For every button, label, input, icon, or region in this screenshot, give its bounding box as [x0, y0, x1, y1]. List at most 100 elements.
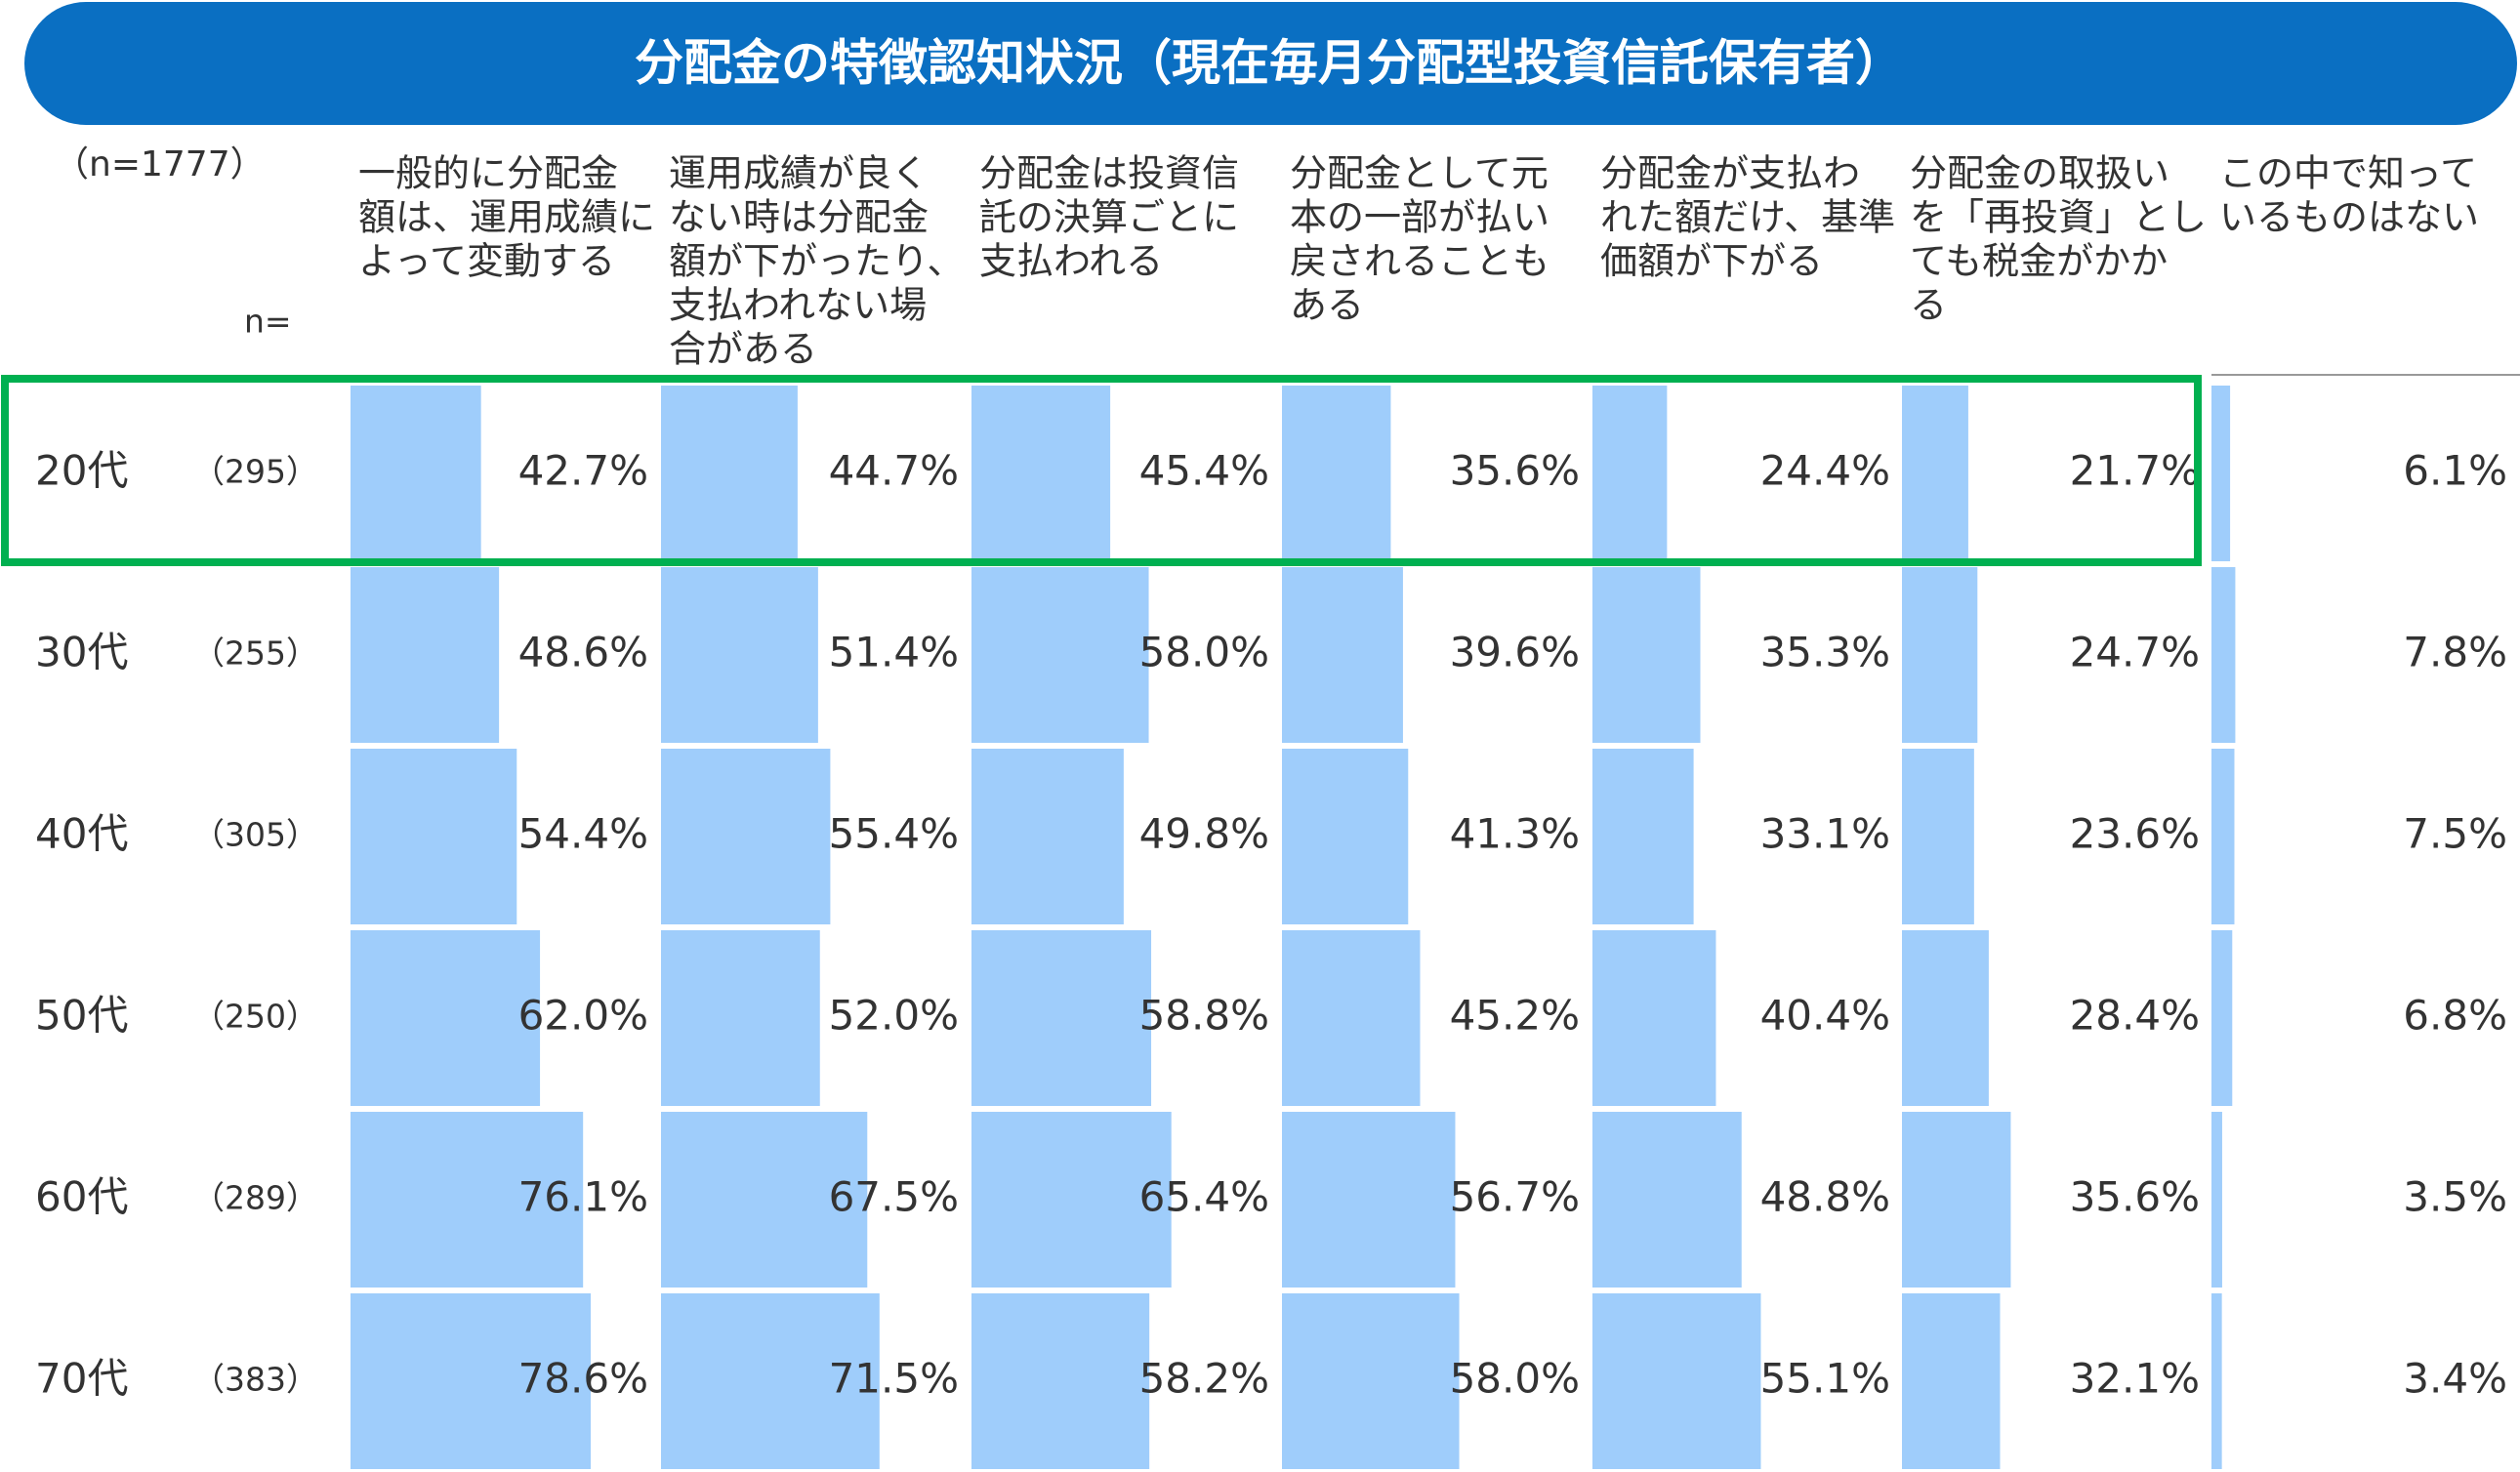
bar: [1902, 567, 1978, 743]
bar: [971, 1293, 1150, 1469]
bar: [1592, 386, 1668, 561]
value-label: 55.1%: [1760, 1355, 1890, 1403]
bar: [1592, 567, 1701, 743]
value-label: 51.4%: [829, 629, 959, 676]
bar: [971, 749, 1124, 924]
column-header: ある: [1290, 284, 1364, 327]
column-header: この中で知って: [2219, 152, 2477, 195]
value-label: 48.6%: [518, 629, 648, 676]
column-header: 支払われる: [979, 240, 1163, 283]
bar: [1282, 749, 1409, 924]
row-n: （255）: [192, 634, 318, 673]
value-label: 6.1%: [2403, 447, 2507, 495]
value-label: 52.0%: [829, 992, 959, 1040]
bar: [1902, 1293, 2001, 1469]
column-header: を「再投資」とし: [1910, 196, 2207, 239]
bar: [1282, 567, 1403, 743]
column-header: いるものはない: [2219, 196, 2479, 239]
column-header: 運用成績が良く: [669, 152, 929, 195]
value-label: 71.5%: [829, 1355, 959, 1403]
bar: [351, 1112, 584, 1288]
row-label: 30代: [35, 629, 128, 676]
value-label: 23.6%: [2070, 810, 2200, 858]
value-label: 7.5%: [2403, 810, 2507, 858]
bar: [1282, 1293, 1460, 1469]
row-label: 50代: [35, 992, 128, 1040]
row-label: 20代: [35, 447, 128, 495]
value-label: 58.8%: [1139, 992, 1269, 1040]
title-bar: [24, 2, 2517, 125]
value-label: 24.7%: [2070, 629, 2200, 676]
value-label: 41.3%: [1450, 810, 1580, 858]
bar: [971, 1112, 1172, 1288]
value-label: 32.1%: [2070, 1355, 2200, 1403]
value-label: 40.4%: [1760, 992, 1890, 1040]
row-n: （305）: [192, 816, 318, 854]
value-label: 78.6%: [518, 1355, 648, 1403]
value-label: 48.8%: [1760, 1173, 1890, 1221]
column-header: ても税金がかか: [1910, 240, 2168, 283]
value-label: 54.4%: [518, 810, 648, 858]
row-label: 60代: [35, 1173, 128, 1221]
bar: [1282, 930, 1421, 1106]
value-label: 76.1%: [518, 1173, 648, 1221]
bar: [2211, 386, 2231, 561]
value-label: 21.7%: [2070, 447, 2200, 495]
value-label: 35.6%: [2070, 1173, 2200, 1221]
bar: [1592, 749, 1694, 924]
bar: [1592, 1293, 1761, 1469]
bar: [1902, 930, 1989, 1106]
row-n: （250）: [192, 998, 318, 1036]
value-label: 3.4%: [2403, 1355, 2507, 1403]
bar: [1902, 749, 1974, 924]
bar: [1592, 1112, 1742, 1288]
column-header: 支払われない場: [669, 284, 927, 327]
bar: [971, 567, 1149, 743]
value-label: 6.8%: [2403, 992, 2507, 1040]
row-label: 40代: [35, 810, 128, 858]
bar: [1592, 930, 1716, 1106]
column-header: 本の一部が払い: [1290, 196, 1549, 239]
bar: [351, 567, 500, 743]
column-header: 分配金として元: [1290, 152, 1549, 195]
bar: [351, 386, 481, 561]
value-label: 44.7%: [829, 447, 959, 495]
bar: [971, 930, 1152, 1106]
value-label: 58.0%: [1139, 629, 1269, 676]
column-header: 一般的に分配金: [358, 152, 618, 195]
bar: [661, 749, 831, 924]
value-label: 58.2%: [1139, 1355, 1269, 1403]
value-label: 33.1%: [1760, 810, 1890, 858]
bar: [1282, 386, 1391, 561]
column-header: 額が下がったり、: [669, 240, 964, 283]
bar: [661, 1112, 868, 1288]
column-header: 託の決算ごとに: [979, 196, 1239, 239]
bar: [2211, 749, 2235, 924]
row-n: （295）: [192, 453, 318, 491]
column-header: 分配金は投資信: [979, 152, 1239, 195]
value-label: 3.5%: [2403, 1173, 2507, 1221]
bar: [1902, 1112, 2011, 1288]
value-label: 56.7%: [1450, 1173, 1580, 1221]
value-label: 67.5%: [829, 1173, 959, 1221]
value-label: 7.8%: [2403, 629, 2507, 676]
column-header: 額は、運用成績に: [358, 196, 655, 239]
value-label: 55.4%: [829, 810, 959, 858]
bar: [2211, 1293, 2222, 1469]
bar: [661, 567, 818, 743]
value-label: 62.0%: [518, 992, 648, 1040]
bar: [351, 749, 517, 924]
value-label: 35.6%: [1450, 447, 1580, 495]
column-header: 戻されることも: [1290, 240, 1549, 283]
row-label: 70代: [35, 1355, 128, 1403]
value-label: 35.3%: [1760, 629, 1890, 676]
bar: [2211, 930, 2233, 1106]
column-header: 合がある: [669, 328, 817, 371]
value-label: 45.2%: [1450, 992, 1580, 1040]
bar: [1902, 386, 1968, 561]
value-label: 24.4%: [1760, 447, 1890, 495]
column-header: よって変動する: [358, 240, 615, 283]
row-n: （289）: [192, 1179, 318, 1217]
column-header: 分配金が支払わ: [1600, 152, 1860, 195]
bar: [661, 386, 798, 561]
